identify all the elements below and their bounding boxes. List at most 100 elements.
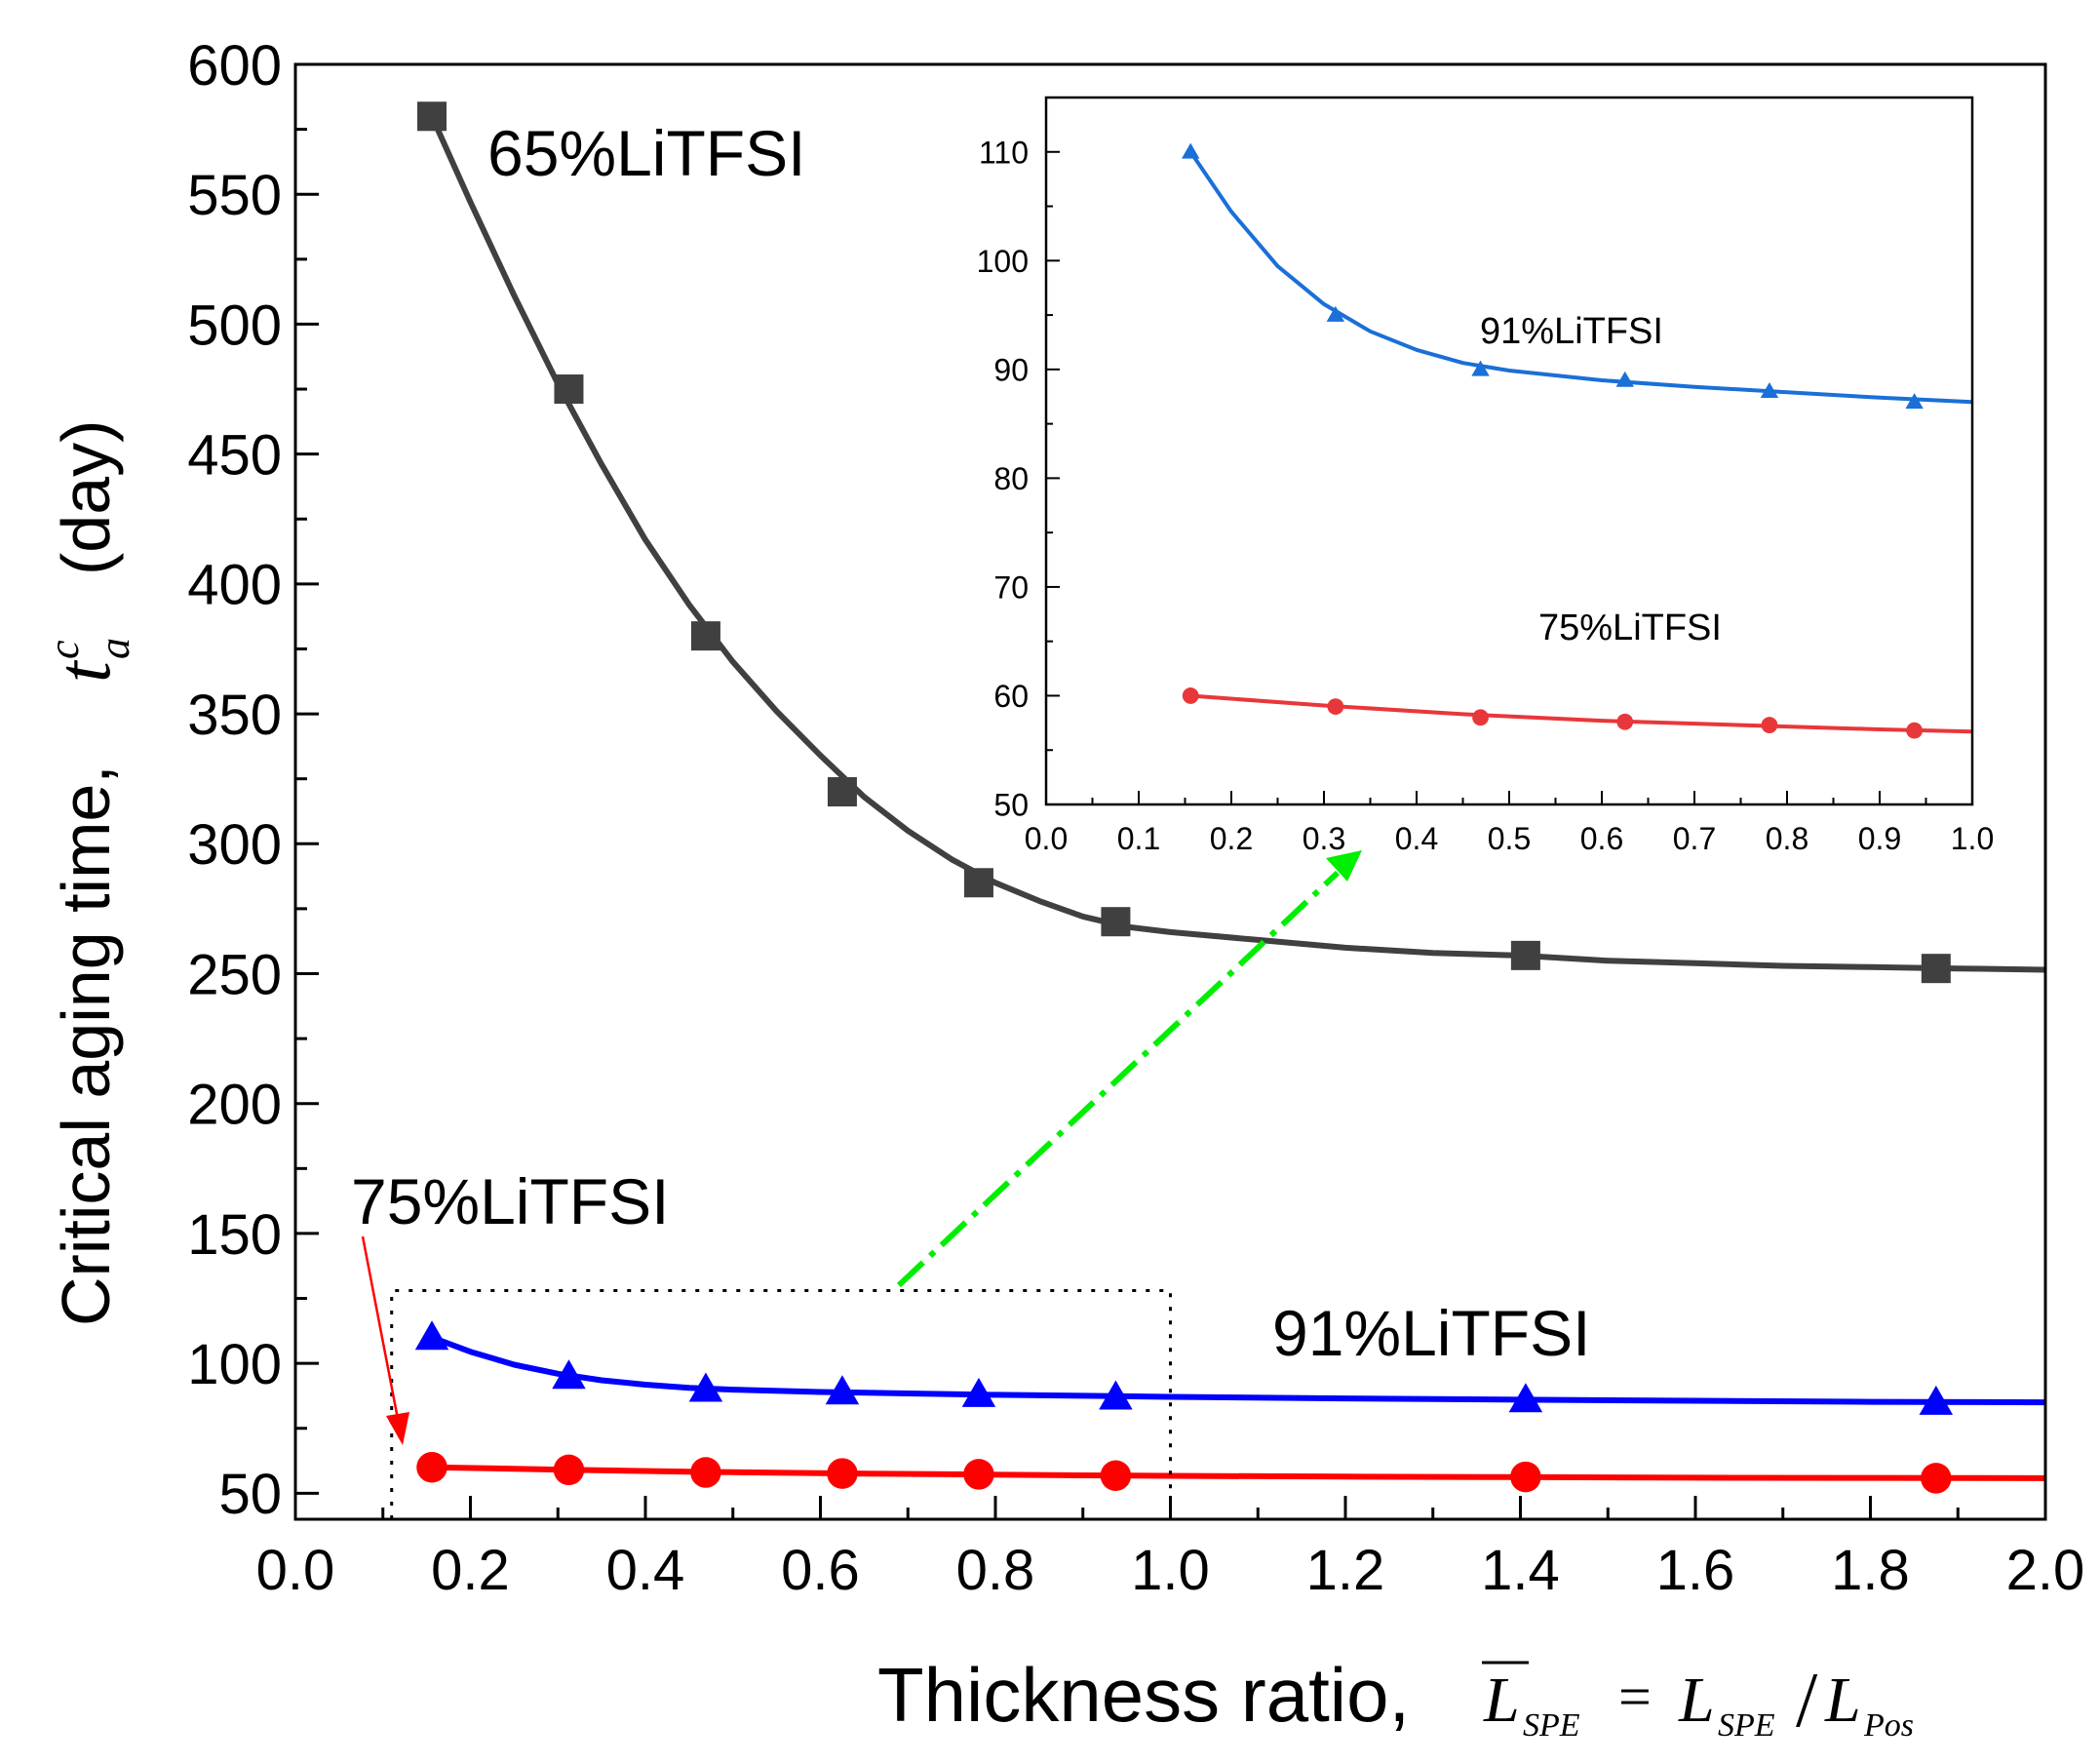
marker-65litfsi [963,868,993,898]
inset-marker-91litfsi [1905,393,1924,410]
annotation-91-litfsi: 91%LiTFSI [1272,1297,1590,1369]
inset-fit-line-91litfsi [1188,150,1973,405]
x-axis-formula: L SPE = L SPE / L Pos [1482,1658,1914,1744]
y-tick-label: 50 [218,1463,282,1526]
inset-x-tick-label: 0.4 [1395,821,1438,856]
marker-75litfsi [690,1457,721,1488]
x-tick-label: 1.2 [1306,1539,1385,1602]
y-tick-label: 400 [187,554,282,617]
inset-ticks: 0.0 0.1 0.2 0.3 0.4 0.5 0.6 0.7 0.8 0.9 1.0 50 60 70 8… [977,135,1995,856]
inset-marker-91litfsi [1182,142,1200,159]
inset-marker-91litfsi [1760,381,1779,398]
inset-y-tick-label: 70 [993,569,1029,605]
marker-65litfsi [690,621,720,651]
inset-marker-91litfsi [1615,371,1634,387]
inset-marker-75litfsi [1327,698,1344,716]
y-axis-symbol: t [41,659,126,683]
fit-line-91litfsi [430,1334,2046,1406]
inset-y-tick-label: 100 [977,244,1029,279]
formula-equals: = [1618,1665,1652,1729]
marker-91litfsi [552,1359,586,1390]
x-tick-label: 1.6 [1656,1539,1735,1602]
inset-x-tick-label: 0.6 [1580,821,1623,856]
x-tick-label: 0.0 [256,1539,335,1602]
zoom-box [390,1289,1172,1519]
inset-annotation-75-litfsi: 75%LiTFSI [1538,608,1722,648]
marker-91litfsi [1919,1385,1954,1415]
fit-line-65litfsi [429,115,2046,973]
zoom-region [390,1289,1172,1519]
inset-y-tick-label: 60 [993,679,1029,714]
formula-slash: / [1796,1658,1818,1744]
inset-data-markers [1182,142,1924,739]
y-tick-label: 350 [187,684,282,747]
y-tick-label: 450 [187,424,282,488]
y-tick-label: 500 [187,294,282,357]
y-axis-unit: (day) [48,420,124,575]
main-data-markers [414,101,1954,1494]
y-axis-label-text: Critical aging time, [48,764,124,1326]
inset-x-tick-label: 0.8 [1766,821,1808,856]
marker-91litfsi [1099,1380,1133,1410]
formula-den-sub: Pos [1863,1707,1914,1744]
y-tick-label: 100 [187,1333,282,1396]
formula-num-sub: SPE [1718,1707,1775,1744]
marker-75litfsi [1921,1463,1952,1494]
marker-75litfsi [553,1454,585,1486]
y-tick-label: 200 [187,1074,282,1137]
x-tick-label: 0.2 [431,1539,510,1602]
inset-marker-75litfsi [1906,722,1924,739]
inset-x-tick-label: 0.3 [1303,821,1345,856]
formula-lhs: L [1483,1665,1520,1736]
inset-x-tick-label: 0.5 [1488,821,1531,856]
inset-x-tick-label: 0.7 [1673,821,1716,856]
inset-y-tick-label: 90 [993,352,1029,387]
inset-y-tick-label: 50 [993,788,1029,823]
marker-91litfsi [961,1377,996,1407]
inset-marker-75litfsi [1182,687,1199,704]
red-arrow [361,1235,409,1445]
inset-x-tick-label: 1.0 [1951,821,1994,856]
marker-75litfsi [416,1451,447,1483]
marker-75litfsi [1510,1461,1541,1493]
inset-marker-91litfsi [1326,305,1345,322]
inset-y-tick-label: 110 [979,135,1029,170]
x-tick-label: 1.4 [1481,1539,1560,1602]
inset-y-tick-label: 80 [993,461,1029,496]
x-tick-label: 2.0 [2006,1539,2085,1602]
inset-annotation-91-litfsi: 91%LiTFSI [1480,311,1663,352]
marker-75litfsi [827,1458,858,1489]
marker-75litfsi [1100,1460,1132,1491]
marker-91litfsi [825,1375,860,1405]
marker-91litfsi [1508,1383,1543,1413]
y-tick-label: 150 [187,1203,282,1267]
formula-lhs-sub: SPE [1523,1707,1580,1744]
annotation-75-litfsi: 75%LiTFSI [351,1165,669,1237]
x-tick-label: 0.6 [781,1539,860,1602]
annotation-65-litfsi: 65%LiTFSI [487,117,805,189]
marker-65litfsi [1101,907,1131,937]
x-axis-label: Thickness ratio, [877,1652,1410,1738]
marker-65litfsi [1921,954,1951,984]
formula-den: L [1824,1665,1861,1736]
y-tick-label: 550 [187,164,282,227]
inset-background [1041,98,1969,804]
green-zoom-arrow [896,850,1362,1288]
y-axis-symbol-sub: a [91,638,138,659]
inset-x-tick-label: 0.2 [1210,821,1253,856]
inset-x-tick-label: 0.1 [1117,821,1160,856]
y-tick-label: 250 [187,943,282,1006]
formula-num: L [1678,1665,1715,1736]
x-tick-label: 0.4 [606,1539,685,1602]
marker-65litfsi [417,101,447,132]
y-tick-label: 600 [187,34,282,98]
inset-marker-75litfsi [1616,713,1634,730]
inset-fit-curves [1188,150,1973,734]
inset-marker-91litfsi [1471,360,1490,376]
inset-marker-75litfsi [1761,717,1778,733]
x-tick-label: 1.8 [1831,1539,1910,1602]
y-tick-label: 300 [187,813,282,877]
main-ticks: 0.0 0.2 0.4 0.6 0.8 1.0 1.2 1.4 1.6 1.8 2.0 50 100 15… [187,34,2084,1602]
marker-65litfsi [1510,940,1540,970]
